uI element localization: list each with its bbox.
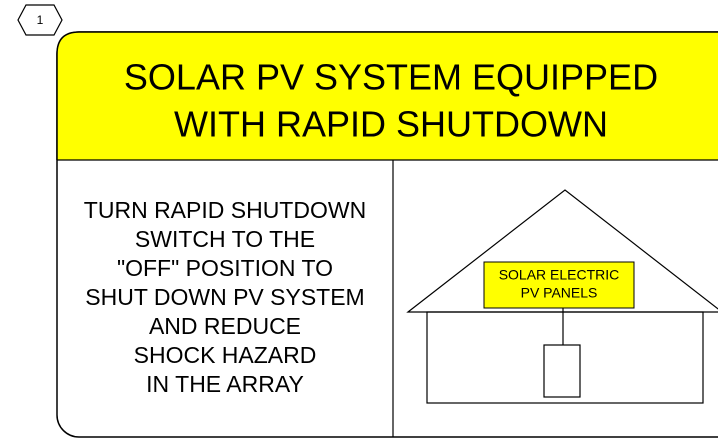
instruction-line: SHOCK HAZARD: [134, 342, 317, 368]
instruction-line: "OFF" POSITION TO: [117, 255, 333, 281]
title-line: SOLAR PV SYSTEM EQUIPPED: [124, 57, 658, 98]
badge-number: 1: [37, 13, 44, 27]
panel-label: SOLAR ELECTRIC: [499, 267, 620, 283]
instruction-line: SHUT DOWN PV SYSTEM: [85, 284, 364, 310]
panel-label: PV PANELS: [521, 285, 598, 301]
instruction-line: SWITCH TO THE: [135, 226, 315, 252]
label-sheet: 1 SOLAR PV SYSTEM EQUIPPED WITH RAPID SH…: [0, 0, 718, 444]
instruction-line: AND REDUCE: [149, 313, 301, 339]
instruction-line: TURN RAPID SHUTDOWN: [84, 197, 366, 223]
instruction-line: IN THE ARRAY: [146, 371, 304, 397]
title-line: WITH RAPID SHUTDOWN: [174, 104, 608, 145]
